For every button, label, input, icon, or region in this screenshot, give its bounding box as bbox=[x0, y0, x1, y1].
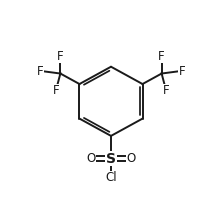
Text: S: S bbox=[106, 151, 116, 166]
Text: F: F bbox=[37, 65, 43, 78]
Text: F: F bbox=[57, 50, 64, 63]
Text: F: F bbox=[179, 65, 185, 78]
Text: Cl: Cl bbox=[105, 171, 117, 184]
Text: O: O bbox=[87, 152, 96, 165]
Text: F: F bbox=[53, 84, 59, 97]
Text: F: F bbox=[163, 84, 169, 97]
Text: O: O bbox=[126, 152, 135, 165]
Text: F: F bbox=[158, 50, 165, 63]
